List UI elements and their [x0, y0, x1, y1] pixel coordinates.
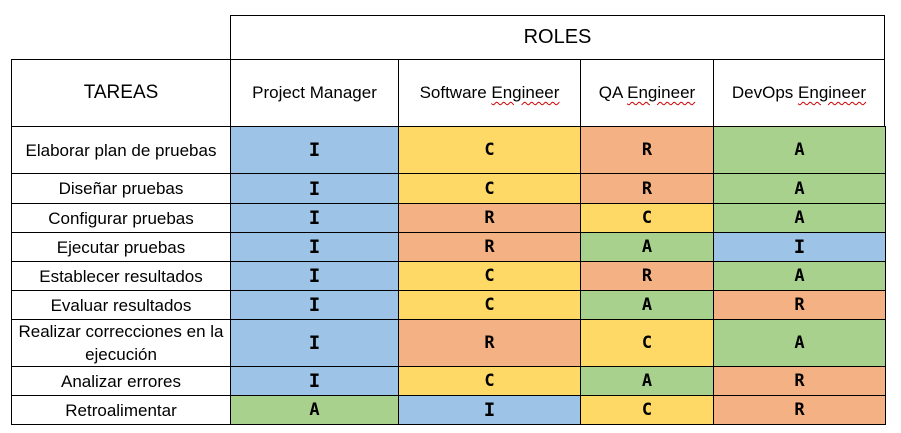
raci-cell: C — [580, 203, 714, 233]
raci-cell: A — [230, 395, 399, 425]
raci-cell: R — [398, 203, 581, 233]
raci-cell: R — [398, 319, 581, 367]
roles-header: ROLES — [230, 15, 885, 60]
raci-cell: C — [398, 173, 581, 204]
role-label: Software Engineer — [419, 83, 560, 102]
task-cell: Configurar pruebas — [11, 203, 231, 233]
raci-cell: I — [713, 232, 886, 262]
raci-cell: A — [713, 126, 886, 174]
raci-cell: I — [230, 203, 399, 233]
task-cell: Diseñar pruebas — [11, 173, 231, 204]
raci-cell: R — [580, 126, 714, 174]
raci-cell: A — [713, 173, 886, 204]
task-cell: Realizar correcciones en la ejecución — [11, 319, 231, 367]
raci-cell: I — [230, 290, 399, 320]
raci-cell: A — [713, 203, 886, 233]
role-label: Project Manager — [252, 83, 377, 102]
task-cell: Retroalimentar — [11, 395, 231, 425]
raci-cell: I — [230, 232, 399, 262]
raci-cell: C — [580, 395, 714, 425]
task-cell: Establecer resultados — [11, 261, 231, 291]
raci-cell: R — [580, 261, 714, 291]
role-header-devops-engineer: DevOps Engineer — [713, 59, 885, 127]
raci-cell: I — [230, 319, 399, 367]
raci-cell: C — [398, 366, 581, 396]
raci-cell: C — [580, 319, 714, 367]
raci-cell: A — [580, 232, 714, 262]
raci-cell: R — [713, 366, 886, 396]
role-header-software-engineer: Software Engineer — [398, 59, 581, 127]
role-header-qa-engineer: QA Engineer — [580, 59, 714, 127]
raci-cell: I — [230, 126, 399, 174]
task-cell: Ejecutar pruebas — [11, 232, 231, 262]
raci-cell: A — [713, 261, 886, 291]
raci-cell: I — [230, 261, 399, 291]
raci-cell: I — [230, 366, 399, 396]
role-header-project-manager: Project Manager — [230, 59, 399, 127]
role-label: DevOps Engineer — [731, 83, 867, 102]
raci-cell: A — [580, 290, 714, 320]
task-cell: Evaluar resultados — [11, 290, 231, 320]
raci-cell: C — [398, 290, 581, 320]
raci-cell: C — [398, 126, 581, 174]
tasks-header: TAREAS — [11, 59, 231, 127]
raci-cell: R — [398, 232, 581, 262]
raci-cell: R — [713, 290, 886, 320]
raci-cell: C — [398, 261, 581, 291]
raci-cell: R — [713, 395, 886, 425]
raci-cell: R — [580, 173, 714, 204]
raci-cell: I — [398, 395, 581, 425]
task-cell: Elaborar plan de pruebas — [11, 126, 231, 174]
raci-cell: A — [713, 319, 886, 367]
task-cell: Analizar errores — [11, 366, 231, 396]
role-label: QA Engineer — [598, 83, 696, 102]
raci-cell: I — [230, 173, 399, 204]
raci-cell: A — [580, 366, 714, 396]
